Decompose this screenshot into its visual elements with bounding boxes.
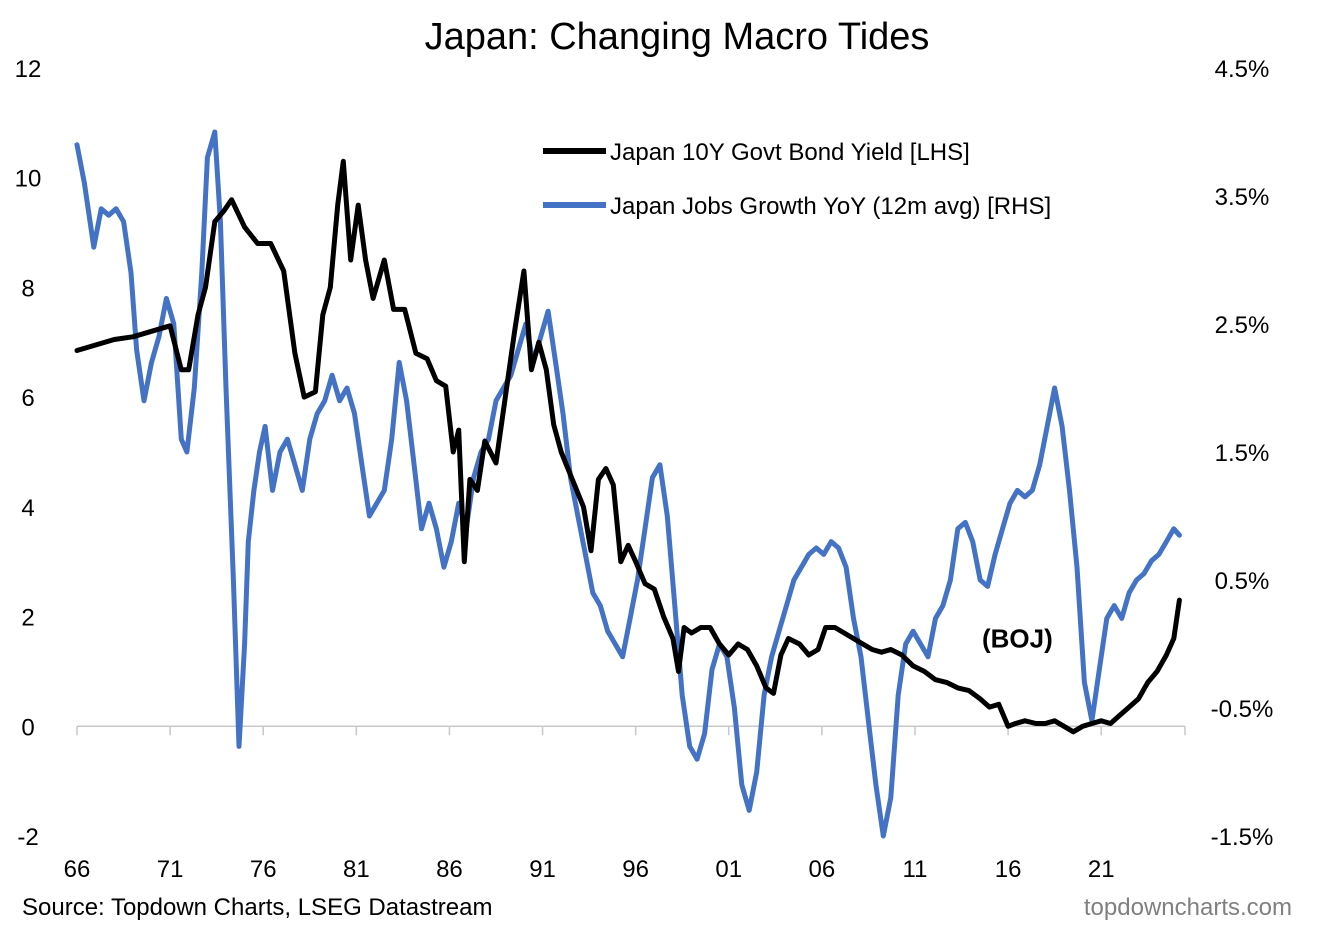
right-tick-label: 3.5% bbox=[1215, 184, 1270, 211]
right-tick-label: 0.5% bbox=[1215, 568, 1270, 595]
left-tick-label: 8 bbox=[21, 275, 34, 302]
left-tick-label: 4 bbox=[21, 495, 34, 522]
x-tick-label: 91 bbox=[529, 856, 556, 883]
left-tick-label: 6 bbox=[21, 385, 34, 412]
legend-label-jobs: Japan Jobs Growth YoY (12m avg) [RHS] bbox=[610, 193, 1051, 220]
source-note: Source: Topdown Charts, LSEG Datastream bbox=[22, 894, 492, 921]
x-tick-label: 11 bbox=[903, 856, 928, 883]
right-tick-label: 4.5% bbox=[1215, 56, 1270, 83]
x-tick-label: 16 bbox=[995, 856, 1022, 883]
right-tick-label: 2.5% bbox=[1215, 312, 1270, 339]
x-tick-label: 21 bbox=[1088, 856, 1115, 883]
left-tick-label: 12 bbox=[15, 56, 42, 83]
left-tick-label: 2 bbox=[21, 605, 34, 632]
x-tick-label: 06 bbox=[809, 856, 836, 883]
right-tick-label: -0.5% bbox=[1211, 696, 1274, 723]
right-tick-label: -1.5% bbox=[1211, 824, 1274, 851]
left-tick-label: -2 bbox=[17, 824, 38, 851]
legend: Japan 10Y Govt Bond Yield [LHS] Japan Jo… bbox=[543, 139, 1051, 220]
left-axis: -2 0 2 4 6 8 10 12 bbox=[15, 56, 42, 851]
watermark: topdowncharts.com bbox=[1084, 894, 1292, 921]
series-line-jobs-growth bbox=[74, 129, 1182, 839]
x-tick-label: 96 bbox=[622, 856, 649, 883]
chart-title: Japan: Changing Macro Tides bbox=[425, 16, 930, 58]
legend-label-yield: Japan 10Y Govt Bond Yield [LHS] bbox=[610, 139, 970, 166]
series-layer bbox=[74, 129, 1182, 839]
series-line-bond-yield bbox=[74, 158, 1182, 735]
right-tick-label: 1.5% bbox=[1215, 440, 1270, 467]
x-tick-label: 86 bbox=[436, 856, 463, 883]
x-tick-label: 81 bbox=[343, 856, 370, 883]
left-tick-label: 0 bbox=[21, 714, 34, 741]
x-tick-label: 76 bbox=[250, 856, 277, 883]
right-axis: -1.5% -0.5% 0.5% 1.5% 2.5% 3.5% 4.5% bbox=[1211, 56, 1274, 851]
left-tick-label: 10 bbox=[15, 166, 42, 193]
annotation-boj: (BOJ) bbox=[982, 624, 1053, 654]
x-tick-label: 71 bbox=[157, 856, 184, 883]
x-axis: 66 71 76 81 86 91 96 01 06 11 16 21 bbox=[64, 726, 1186, 883]
x-tick-label: 66 bbox=[64, 856, 91, 883]
x-tick-label: 01 bbox=[715, 856, 742, 883]
